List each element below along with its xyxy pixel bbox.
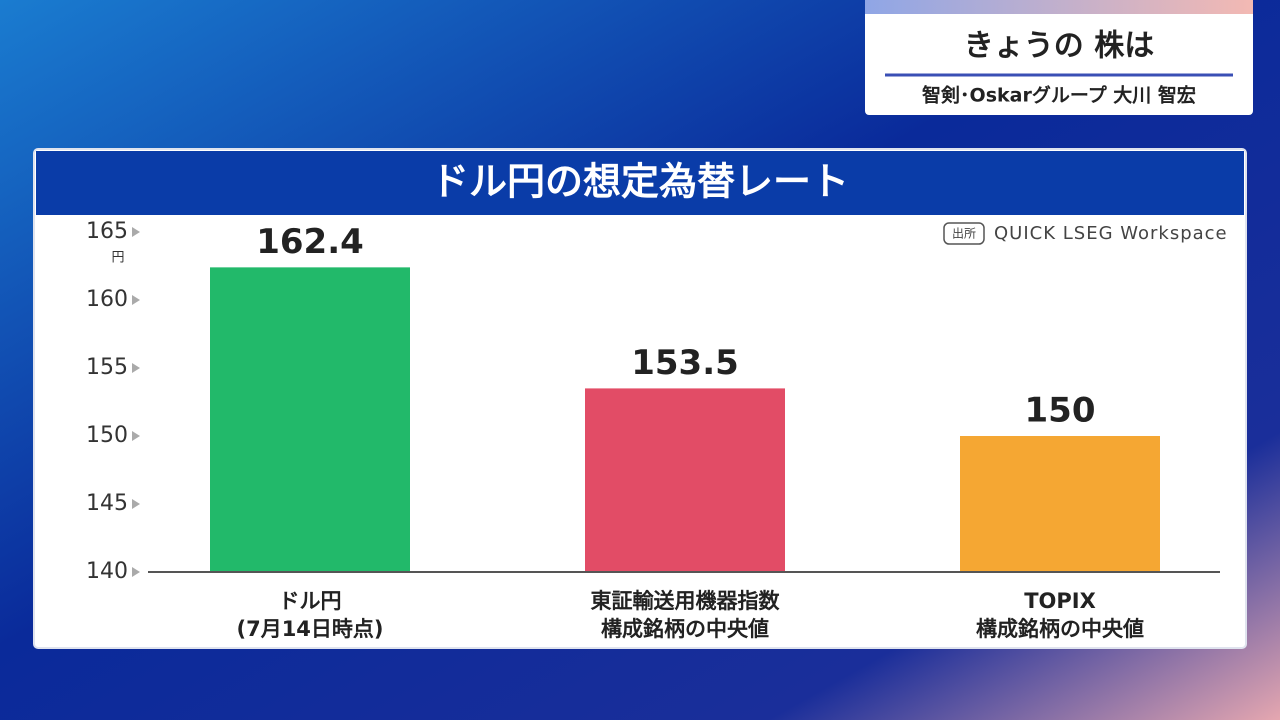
value-label: 162.4 [256, 222, 364, 262]
y-unit: 円 [111, 251, 124, 266]
x-tick-label: 東証輸送用機器指数 [591, 589, 781, 613]
y-tick-mark [132, 499, 140, 509]
y-tick-label: 155 [86, 355, 128, 380]
header-guest: 智剣･Oskarグループ 大川 智宏 [922, 84, 1196, 107]
bar [960, 436, 1160, 572]
source-badge: 出所 [952, 227, 976, 241]
x-tick-label: TOPIX [1024, 589, 1096, 613]
y-tick-mark [132, 431, 140, 441]
y-tick-label: 165 [86, 219, 128, 244]
x-tick-label: 構成銘柄の中央値 [976, 617, 1144, 641]
y-tick-mark [132, 227, 140, 237]
chart-title: ドル円の想定為替レート [431, 160, 849, 204]
x-tick-label: (7月14日時点) [236, 617, 383, 641]
y-tick-label: 140 [86, 559, 128, 584]
header-strip [865, 0, 1253, 14]
x-tick-label: ドル円 [279, 589, 342, 613]
x-tick-label: 構成銘柄の中央値 [601, 617, 769, 641]
header-title: きょうの 株は [964, 29, 1154, 64]
title-bar [36, 151, 1244, 215]
source: QUICK LSEG Workspace [994, 223, 1228, 244]
header-box [865, 0, 1253, 115]
y-tick-mark [132, 363, 140, 373]
y-tick-label: 160 [86, 287, 128, 312]
source-badge-box [943, 222, 985, 245]
bar [585, 388, 785, 572]
y-tick-mark [132, 295, 140, 305]
y-tick-label: 150 [86, 423, 128, 448]
y-tick-mark [132, 567, 140, 577]
y-tick-label: 145 [86, 491, 128, 516]
value-label: 150 [1025, 391, 1096, 431]
value-label: 153.5 [631, 343, 739, 383]
bar [210, 267, 410, 572]
